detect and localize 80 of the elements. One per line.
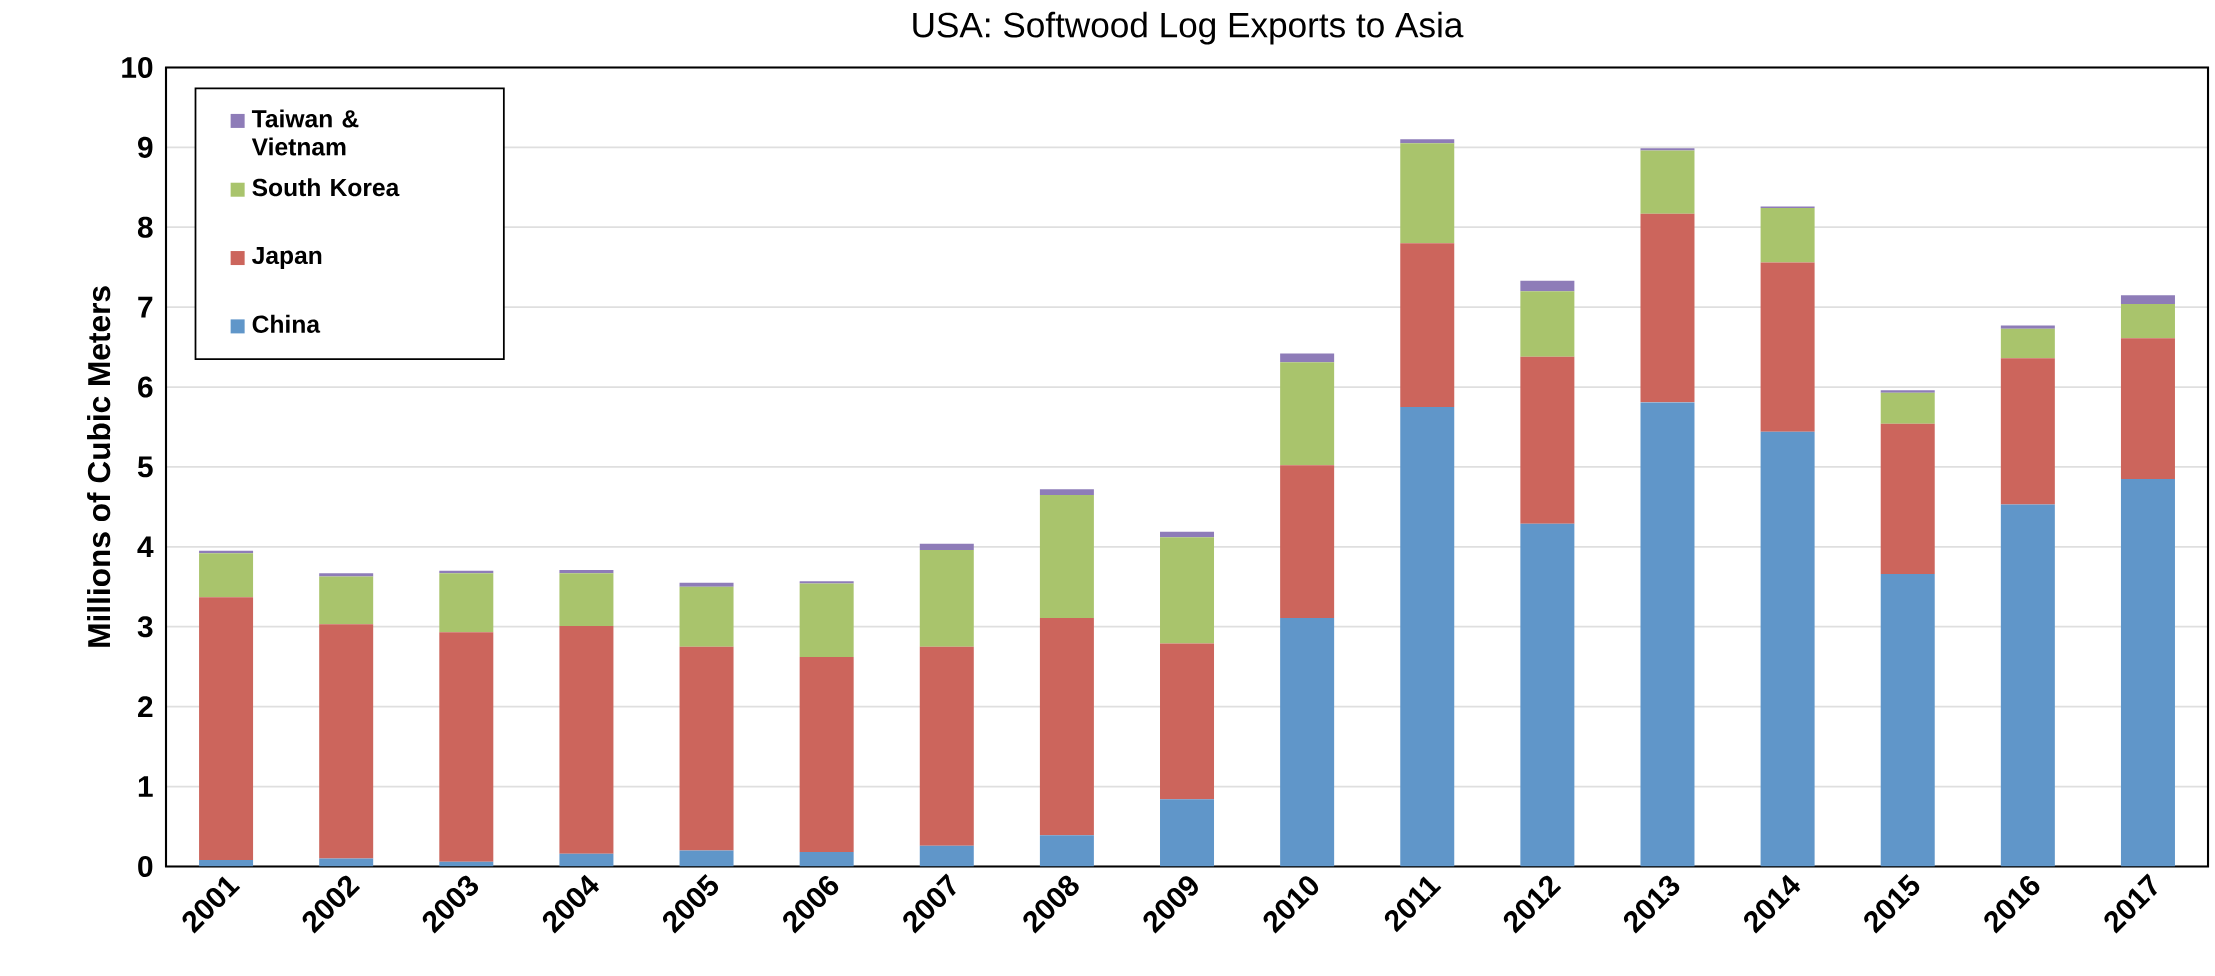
- legend-label: South Korea: [252, 177, 400, 196]
- bar: [1640, 213, 1695, 402]
- bar: [1880, 392, 1935, 424]
- bar: [1640, 147, 1695, 151]
- legend-label: Taiwan & Vietnam: [251, 109, 359, 156]
- bar: [1400, 243, 1455, 407]
- y-tick-label: 4: [137, 536, 154, 557]
- y-axis-title: Millions of Cubic Meters: [87, 286, 111, 647]
- bar: [2120, 338, 2175, 479]
- bar: [2000, 328, 2055, 359]
- bar: [1039, 835, 1094, 867]
- bar: [1640, 402, 1695, 867]
- y-tick-label: 6: [138, 376, 153, 398]
- bar: [1400, 143, 1455, 243]
- bar: [1880, 390, 1935, 393]
- bar: [1039, 494, 1094, 618]
- bar: [319, 858, 374, 867]
- bar: [1880, 573, 1935, 867]
- bar: [559, 625, 614, 854]
- bar: [799, 583, 854, 657]
- bar: [1520, 356, 1575, 524]
- bar: [799, 580, 854, 584]
- bar: [919, 646, 974, 846]
- legend-label: Japan: [252, 246, 322, 269]
- bar: [199, 553, 254, 597]
- bar: [1760, 431, 1815, 867]
- bar: [1760, 207, 1815, 263]
- bar: [1640, 150, 1695, 214]
- bar: [559, 853, 614, 867]
- bar: [1520, 280, 1575, 291]
- bar: [919, 549, 974, 647]
- bar: [319, 572, 374, 577]
- y-tick-label: 9: [138, 136, 153, 158]
- bar: [1280, 362, 1335, 466]
- bar: [439, 572, 494, 633]
- bar: [799, 656, 854, 852]
- bar: [2000, 325, 2055, 329]
- bar: [1280, 353, 1335, 363]
- bar: [2120, 478, 2175, 867]
- bar: [319, 576, 374, 625]
- y-tick-label: 2: [138, 696, 153, 717]
- bar: [2120, 303, 2175, 339]
- bar: [1400, 139, 1455, 144]
- bar: [679, 850, 734, 867]
- bar: [1760, 262, 1815, 432]
- bar: [319, 624, 374, 859]
- bar: [679, 586, 734, 647]
- bar: [679, 646, 734, 851]
- bar: [199, 596, 254, 860]
- bar: [1039, 617, 1094, 836]
- bar: [1520, 290, 1575, 357]
- bar: [919, 543, 974, 550]
- bar: [439, 632, 494, 862]
- bar: [1280, 617, 1335, 867]
- y-tick-label: 8: [137, 216, 153, 238]
- y-tick-label: 10: [122, 56, 153, 78]
- bar: [1880, 423, 1935, 574]
- bar: [2000, 358, 2055, 505]
- chart-title: USA: Softwood Log Exports to Asia: [913, 11, 1464, 45]
- bar: [1280, 465, 1335, 618]
- bar: [1520, 523, 1575, 867]
- bar: [1400, 406, 1455, 867]
- bar: [679, 582, 734, 587]
- bar: [559, 569, 614, 573]
- bar: [799, 851, 854, 867]
- bar: [1160, 799, 1215, 867]
- bar: [1160, 643, 1215, 800]
- bar: [1160, 537, 1215, 644]
- y-tick-label: 3: [137, 615, 153, 638]
- bar: [1039, 489, 1094, 495]
- y-tick-label: 5: [137, 456, 153, 478]
- bar: [559, 572, 614, 626]
- bar: [199, 859, 254, 867]
- bar: [2000, 504, 2055, 867]
- y-tick-label: 7: [138, 296, 153, 318]
- bar: [2120, 294, 2175, 304]
- legend-label: China: [252, 314, 321, 333]
- y-tick-label: 0: [138, 855, 153, 877]
- bar: [919, 845, 974, 867]
- y-tick-label: 1: [138, 776, 153, 797]
